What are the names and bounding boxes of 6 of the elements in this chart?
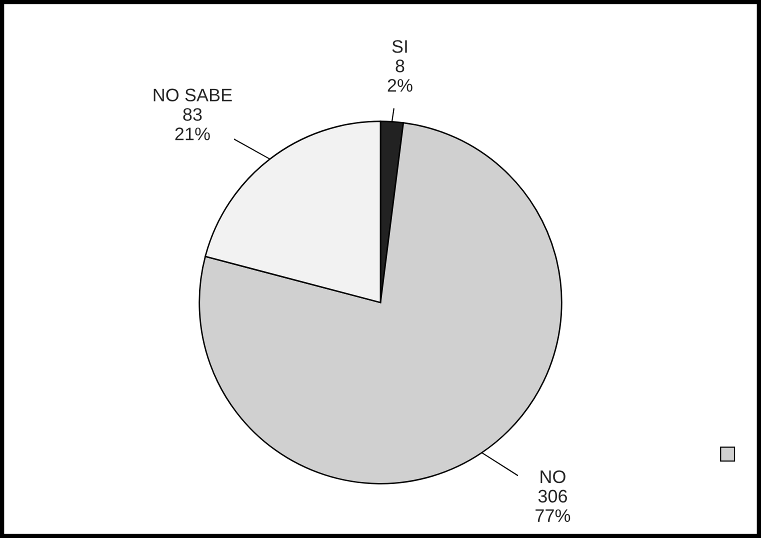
- slice-label: NO SABE: [154, 88, 232, 102]
- data-label: 306 77%: [536, 490, 570, 522]
- slice-label: NO: [540, 470, 566, 484]
- slice-label: SI: [392, 40, 407, 53]
- data-label: 8 2%: [388, 60, 412, 92]
- data-label: 83 21%: [175, 108, 210, 140]
